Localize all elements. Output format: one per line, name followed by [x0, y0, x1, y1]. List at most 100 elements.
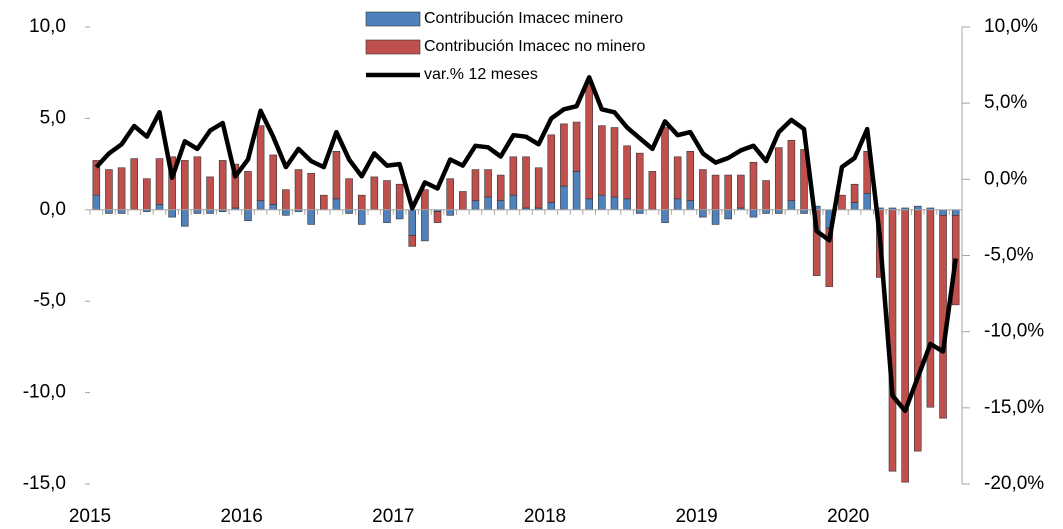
bar [155, 204, 164, 211]
bar [610, 196, 619, 211]
bar [357, 194, 366, 211]
bar [585, 81, 593, 200]
bar [269, 154, 278, 205]
legend-label: Contribución Imacec minero [424, 10, 623, 27]
bar [471, 200, 480, 211]
bar [459, 191, 467, 211]
bar [446, 209, 454, 216]
x-tick-label: 2018 [524, 506, 566, 527]
line [94, 75, 958, 414]
bar [762, 209, 770, 214]
bar [282, 189, 290, 211]
bar [711, 209, 720, 225]
y2-tick-label: -15,0% [984, 397, 1044, 418]
bar [92, 194, 101, 211]
bar [105, 169, 113, 211]
bar [547, 134, 556, 203]
bar [395, 183, 404, 211]
bar [913, 209, 922, 452]
bar [699, 209, 707, 218]
bar [294, 169, 303, 211]
bar [661, 127, 669, 211]
bar [749, 161, 758, 211]
bar [433, 211, 442, 223]
bar [560, 123, 568, 187]
bar [332, 198, 341, 211]
bar [774, 147, 783, 211]
bar [850, 183, 859, 203]
bar [572, 171, 581, 211]
bar [598, 125, 606, 196]
bar [117, 167, 126, 211]
y-tick-label: -10,0 [23, 382, 66, 403]
bar [446, 178, 454, 211]
bar [332, 151, 341, 200]
bar [686, 151, 695, 201]
bar [572, 121, 581, 172]
bar [484, 196, 492, 211]
bar [737, 174, 745, 209]
bar [673, 156, 682, 200]
bar [901, 209, 909, 483]
bar [913, 205, 922, 211]
x-tick-label: 2015 [69, 506, 111, 527]
bar [231, 163, 240, 209]
bar [686, 200, 695, 211]
bar [421, 209, 429, 242]
x-tick-label: 2020 [827, 506, 869, 527]
bar [345, 178, 353, 211]
bar [307, 172, 315, 211]
bar [838, 194, 846, 211]
bar [206, 209, 214, 214]
legend-label: Contribución Imacec no minero [424, 38, 646, 55]
bar [496, 200, 505, 211]
bar [560, 185, 568, 211]
bar [509, 156, 518, 196]
bar [787, 140, 796, 201]
bar [181, 209, 189, 227]
bar [635, 152, 644, 211]
y2-tick-label: 5,0% [984, 92, 1027, 113]
bar [774, 209, 783, 214]
bar [699, 169, 707, 211]
bar [661, 209, 669, 223]
y2-tick-label: 0,0% [984, 168, 1027, 189]
bar [623, 198, 631, 211]
bar [724, 174, 732, 211]
bar [585, 198, 593, 211]
bar [673, 198, 682, 211]
bar [155, 158, 164, 205]
legend-swatch [365, 39, 421, 55]
bar [345, 209, 353, 214]
bar [598, 194, 606, 211]
bar [269, 204, 278, 211]
bar [395, 209, 404, 220]
bar [256, 200, 265, 211]
bar [711, 174, 720, 211]
bar [256, 125, 265, 201]
bar [926, 209, 935, 408]
bar [509, 194, 518, 211]
bar [496, 174, 505, 201]
y-tick-label: 5,0 [40, 107, 66, 128]
bar [421, 189, 429, 211]
bar [105, 209, 113, 214]
x-tick-label: 2017 [372, 506, 414, 527]
y2-tick-label: 10,0% [984, 16, 1038, 37]
bar [787, 200, 796, 211]
bar [408, 235, 417, 247]
x-tick-label: 2019 [675, 506, 717, 527]
x-tick-label: 2016 [221, 506, 263, 527]
bar [130, 158, 139, 211]
bar [623, 145, 631, 200]
bar [370, 176, 379, 211]
bar [850, 202, 859, 211]
bar [244, 171, 252, 211]
bar [143, 178, 151, 211]
bar [168, 209, 176, 218]
bar [484, 169, 492, 198]
y-tick-label: -15,0 [23, 473, 66, 494]
bar [92, 160, 101, 196]
bar [193, 209, 202, 214]
